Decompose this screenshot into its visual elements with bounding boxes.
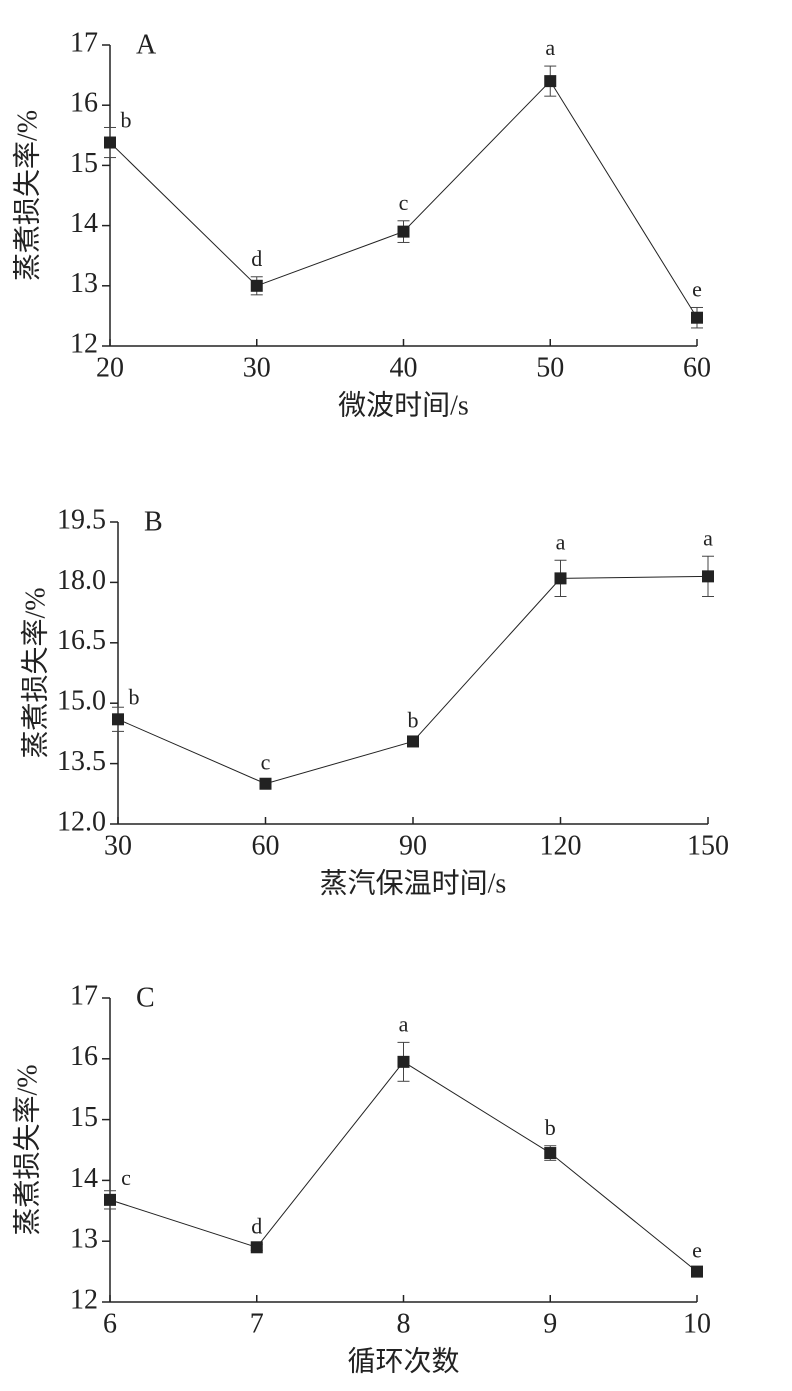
y-tick-label: 14 <box>70 208 98 239</box>
significance-label: b <box>129 684 140 709</box>
x-axis-label: 循环次数 <box>347 1345 459 1377</box>
significance-label: c <box>399 190 409 215</box>
marker <box>250 1241 263 1254</box>
x-tick-label: 20 <box>96 352 124 383</box>
y-axis-label: 蒸煮损失率/% <box>19 587 51 758</box>
significance-label: c <box>261 750 271 775</box>
marker <box>397 1055 410 1068</box>
x-axis-label: 蒸汽保温时间/s <box>320 867 507 899</box>
significance-label: c <box>121 1165 131 1190</box>
marker <box>112 713 124 726</box>
marker <box>397 225 410 238</box>
y-tick-label: 16 <box>70 1041 98 1072</box>
marker <box>407 735 419 748</box>
x-tick-label: 150 <box>687 830 729 861</box>
y-tick-label: 15.0 <box>57 686 106 717</box>
marker <box>104 1193 116 1206</box>
x-tick-label: 8 <box>397 1308 411 1339</box>
significance-label: b <box>408 707 419 732</box>
y-tick-label: 18.0 <box>57 565 106 596</box>
y-tick-label: 16.5 <box>57 625 106 656</box>
y-tick-label: 13 <box>70 1224 98 1255</box>
marker <box>691 1265 703 1278</box>
y-tick-label: 17 <box>70 980 98 1011</box>
marker <box>544 1147 557 1160</box>
y-axis-label: 蒸煮损失率/% <box>11 110 43 281</box>
y-axis-label: 蒸煮损失率/% <box>11 1064 43 1235</box>
x-tick-label: 10 <box>683 1308 711 1339</box>
significance-label: d <box>251 246 262 271</box>
x-tick-label: 120 <box>540 830 582 861</box>
marker <box>554 572 567 585</box>
significance-label: b <box>121 108 132 133</box>
marker <box>702 570 714 583</box>
panel-label: A <box>136 29 157 60</box>
panel-label: C <box>136 982 155 1013</box>
y-tick-label: 13.5 <box>57 746 106 777</box>
x-tick-label: 60 <box>252 830 280 861</box>
significance-label: a <box>399 1011 409 1036</box>
y-tick-label: 13 <box>70 268 98 299</box>
y-tick-label: 12 <box>70 328 98 359</box>
marker <box>691 311 703 324</box>
y-tick-label: 16 <box>70 88 98 119</box>
significance-label: d <box>251 1213 262 1238</box>
x-tick-label: 60 <box>683 352 711 383</box>
panel-label: B <box>144 506 163 537</box>
significance-label: a <box>703 525 713 550</box>
x-tick-label: 90 <box>399 830 427 861</box>
significance-label: a <box>556 529 566 554</box>
x-tick-label: 6 <box>103 1308 117 1339</box>
y-tick-label: 14 <box>70 1163 98 1194</box>
y-tick-label: 17 <box>70 27 98 58</box>
series-line <box>109 1061 698 1272</box>
x-axis-label: 微波时间/s <box>338 389 469 421</box>
x-tick-label: 30 <box>104 830 132 861</box>
significance-label: a <box>545 35 555 60</box>
y-tick-label: 15 <box>70 148 98 179</box>
marker <box>250 279 263 292</box>
marker <box>544 75 557 88</box>
significance-label: b <box>545 1115 556 1140</box>
x-tick-label: 50 <box>536 352 564 383</box>
marker <box>104 136 116 149</box>
x-tick-label: 7 <box>250 1308 264 1339</box>
y-tick-label: 12 <box>70 1284 98 1315</box>
y-tick-label: 15 <box>70 1102 98 1133</box>
marker <box>259 777 272 790</box>
significance-label: e <box>692 277 702 302</box>
x-tick-label: 9 <box>543 1308 557 1339</box>
significance-label: e <box>692 1238 702 1263</box>
series-line <box>117 575 709 785</box>
x-tick-label: 40 <box>390 352 418 383</box>
y-tick-label: 19.5 <box>57 504 106 535</box>
y-tick-label: 12.0 <box>57 806 106 837</box>
x-tick-label: 30 <box>243 352 271 383</box>
